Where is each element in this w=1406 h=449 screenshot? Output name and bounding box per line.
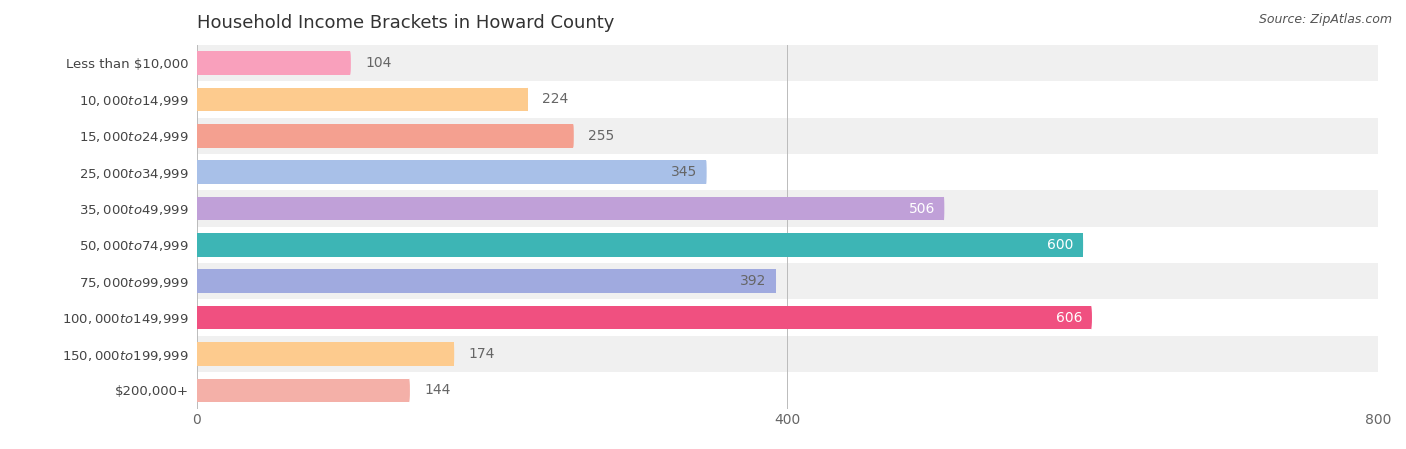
Text: 600: 600 (1047, 238, 1074, 252)
Text: 255: 255 (588, 129, 614, 143)
Text: 392: 392 (741, 274, 766, 288)
Text: Household Income Brackets in Howard County: Household Income Brackets in Howard Coun… (197, 14, 614, 32)
Text: 104: 104 (366, 56, 391, 70)
Bar (197, 263, 1378, 299)
Text: Source: ZipAtlas.com: Source: ZipAtlas.com (1258, 13, 1392, 26)
Bar (197, 190, 1378, 227)
Bar (197, 81, 1378, 118)
Text: 506: 506 (908, 202, 935, 216)
Bar (197, 269, 776, 293)
Bar (197, 227, 1378, 263)
Text: 606: 606 (1056, 311, 1083, 325)
Text: 144: 144 (425, 383, 450, 397)
Bar (197, 88, 527, 111)
Bar (197, 45, 1378, 81)
Bar (197, 299, 1378, 336)
Bar (197, 379, 409, 402)
Bar (197, 197, 943, 220)
Bar (197, 342, 454, 366)
Bar (197, 372, 1378, 409)
Bar (197, 118, 1378, 154)
Text: 224: 224 (543, 92, 568, 106)
Text: 345: 345 (671, 165, 697, 179)
Bar (197, 160, 706, 184)
Bar (197, 51, 350, 75)
Bar (197, 336, 1378, 372)
Bar (197, 233, 1083, 257)
Bar (197, 154, 1378, 190)
Bar (197, 306, 1091, 330)
Bar (197, 124, 574, 148)
Text: 174: 174 (468, 347, 495, 361)
